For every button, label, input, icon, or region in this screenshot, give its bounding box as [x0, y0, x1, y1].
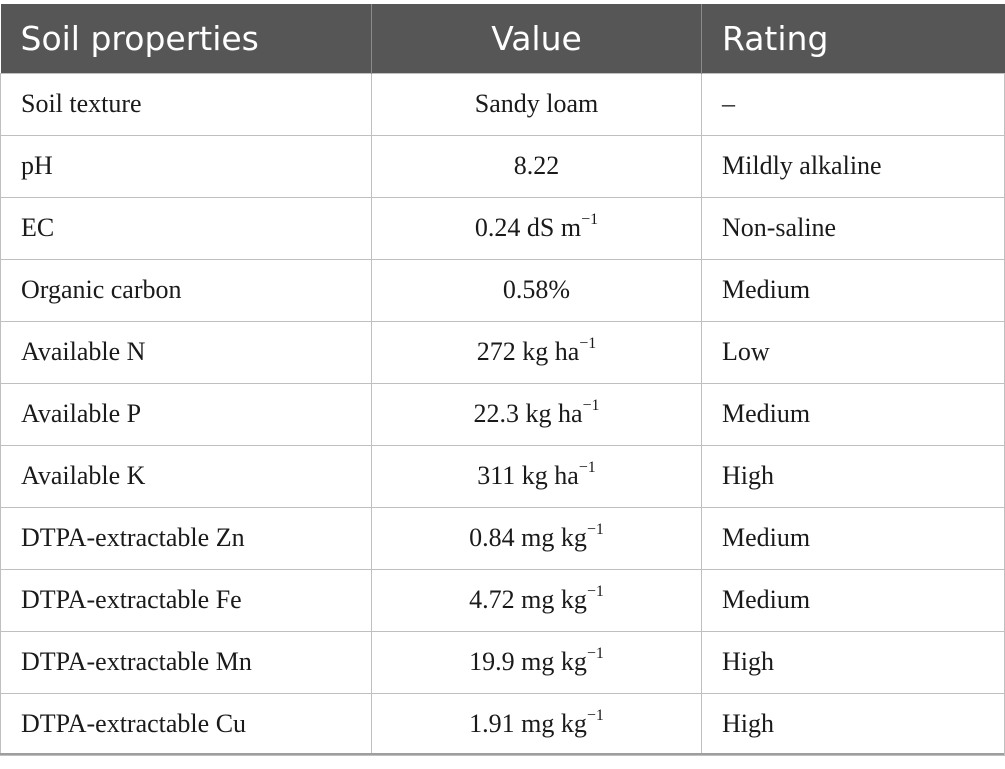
value-cell: 0.24 dS m−1 [371, 196, 702, 260]
property-cell: Organic carbon [0, 258, 372, 322]
property-cell: DTPA-extractable Cu [0, 692, 372, 756]
value-cell: 1.91 mg kg−1 [371, 692, 702, 756]
rating-cell: Low [701, 320, 1005, 384]
table-row: Soil texture Sandy loam – [0, 72, 1005, 136]
rating-cell: Non-saline [701, 196, 1005, 260]
rating-cell: High [701, 444, 1005, 508]
value-cell: 4.72 mg kg−1 [371, 568, 702, 632]
header-value: Value [371, 4, 702, 73]
unit-exponent: −1 [586, 583, 604, 601]
property-cell: Soil texture [0, 72, 372, 136]
rating-cell: Medium [701, 568, 1005, 632]
value-text: 22.3 kg ha [473, 399, 583, 428]
rating-cell: Medium [701, 258, 1005, 322]
unit-exponent: −1 [586, 707, 604, 725]
table-row: pH 8.22 Mildly alkaline [0, 134, 1005, 198]
property-cell: pH [0, 134, 372, 198]
value-cell: 8.22 [371, 134, 702, 198]
value-cell: Sandy loam [371, 72, 702, 136]
value-text: 0.84 mg kg [469, 523, 587, 552]
rating-cell: Medium [701, 382, 1005, 446]
unit-exponent: −1 [582, 397, 600, 415]
table-row: Organic carbon 0.58% Medium [0, 258, 1005, 322]
unit-exponent: −1 [586, 521, 604, 539]
table-header: Soil properties Value Rating [0, 4, 1005, 73]
property-cell: DTPA-extractable Fe [0, 568, 372, 632]
property-cell: DTPA-extractable Zn [0, 506, 372, 570]
value-text: 19.9 mg kg [469, 647, 587, 676]
rating-cell: High [701, 692, 1005, 756]
value-text: 0.24 dS m [474, 213, 582, 242]
value-cell: 19.9 mg kg−1 [371, 630, 702, 694]
value-cell: 22.3 kg ha−1 [371, 382, 702, 446]
table-row: Available N 272 kg ha−1 Low [0, 320, 1005, 384]
table-bottom-rule [0, 753, 1004, 755]
value-text: 311 kg ha [477, 461, 579, 490]
value-cell: 0.84 mg kg−1 [371, 506, 702, 570]
header-soil-properties: Soil properties [20, 18, 259, 58]
property-cell: EC [0, 196, 372, 260]
rating-cell: High [701, 630, 1005, 694]
value-text: 1.91 mg kg [469, 709, 587, 738]
value-cell: 0.58% [371, 258, 702, 322]
value-cell: 272 kg ha−1 [371, 320, 702, 384]
table-row: DTPA-extractable Mn 19.9 mg kg−1 High [0, 630, 1005, 694]
rating-cell: Mildly alkaline [701, 134, 1005, 198]
property-cell: Available P [0, 382, 372, 446]
property-cell: Available N [0, 320, 372, 384]
table-row: DTPA-extractable Fe 4.72 mg kg−1 Medium [0, 568, 1005, 632]
soil-properties-table: Soil properties Value Rating Soil textur… [0, 4, 1005, 756]
value-text: Sandy loam [474, 89, 599, 118]
header-rating: Rating [701, 4, 1005, 73]
unit-exponent: −1 [578, 459, 596, 477]
table-row: Available P 22.3 kg ha−1 Medium [0, 382, 1005, 446]
header-row: Soil properties Value Rating [0, 4, 1005, 73]
value-text: 272 kg ha [476, 337, 580, 366]
value-text: 4.72 mg kg [469, 585, 587, 614]
table-row: DTPA-extractable Cu 1.91 mg kg−1 High [0, 692, 1005, 756]
value-cell: 311 kg ha−1 [371, 444, 702, 508]
property-cell: DTPA-extractable Mn [0, 630, 372, 694]
unit-exponent: −1 [586, 645, 604, 663]
value-text: 0.58% [502, 275, 571, 304]
table-row: Available K 311 kg ha−1 High [0, 444, 1005, 508]
rating-cell: – [701, 72, 1005, 136]
unit-exponent: −1 [579, 335, 597, 353]
rating-cell: Medium [701, 506, 1005, 570]
value-text: 8.22 [513, 151, 560, 180]
table-row: EC 0.24 dS m−1 Non-saline [0, 196, 1005, 260]
unit-exponent: −1 [581, 211, 599, 229]
table-body: Soil texture Sandy loam – pH 8.22 Mildly alka… [0, 72, 1005, 756]
table-row: DTPA-extractable Zn 0.84 mg kg−1 Medium [0, 506, 1005, 570]
property-cell: Available K [0, 444, 372, 508]
